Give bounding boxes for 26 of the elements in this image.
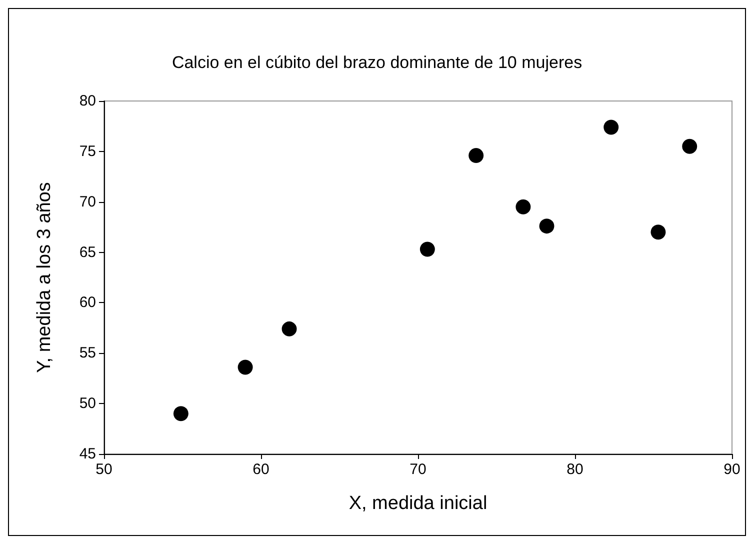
- point: [604, 120, 619, 135]
- point: [650, 224, 666, 240]
- chart-title: Calcio en el cúbito del brazo dominante de 10 mujeres: [172, 53, 582, 72]
- x-tick-label: 60: [252, 461, 270, 478]
- y-tick-label: 80: [79, 92, 96, 110]
- x-tick-label: 50: [96, 461, 112, 478]
- point: [282, 321, 297, 336]
- y-tick-label: 65: [79, 244, 96, 261]
- point: [682, 138, 698, 154]
- point: [516, 199, 531, 214]
- x-axis-title: X, medida inicial: [348, 493, 488, 514]
- x-tick-label: 70: [410, 461, 426, 478]
- y-tick-label: 70: [79, 193, 96, 210]
- point: [539, 218, 554, 234]
- y-tick-label: 55: [79, 344, 96, 362]
- point: [420, 242, 435, 257]
- x-tick-label: 90: [724, 461, 740, 478]
- point: [238, 360, 253, 375]
- y-tick-label: 45: [79, 446, 96, 462]
- x-tick-label: 80: [566, 461, 584, 478]
- point: [468, 148, 484, 163]
- y-axis-title: Y, medida a los 3 años: [34, 182, 55, 373]
- y-tick-label: 75: [79, 142, 96, 160]
- point: [173, 406, 188, 422]
- y-tick-label: 60: [79, 294, 96, 312]
- y-tick-label: 50: [79, 395, 96, 412]
